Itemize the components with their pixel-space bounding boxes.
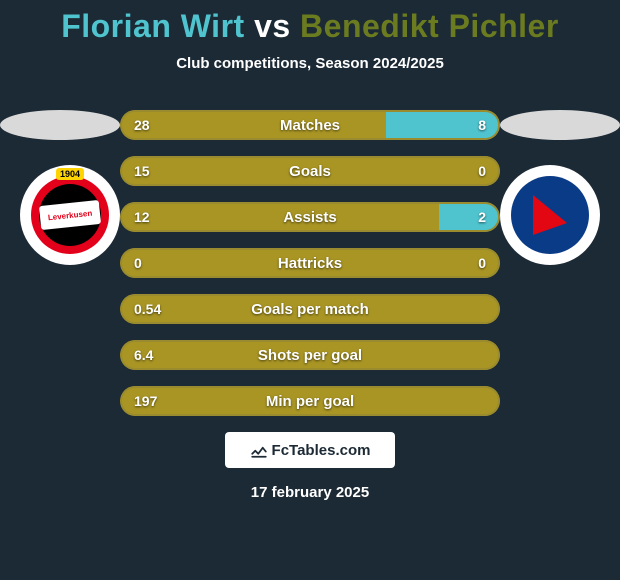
stat-label: Matches xyxy=(120,110,500,140)
sail-icon xyxy=(533,195,567,235)
club-left-name: Leverkusen xyxy=(39,200,101,230)
player1-name: Florian Wirt xyxy=(61,8,244,44)
player2-name: Benedikt Pichler xyxy=(300,8,559,44)
chart-icon xyxy=(250,441,268,459)
bars-container: 288Matches 150Goals 122Assists 00Hattricks 0… xyxy=(120,110,500,416)
stat-label: Goals xyxy=(120,156,500,186)
vs-text: vs xyxy=(254,8,291,44)
stat-label: Goals per match xyxy=(120,294,500,324)
stat-label: Hattricks xyxy=(120,248,500,278)
stat-row: 122Assists xyxy=(120,202,500,232)
comparison-chart: 1904 Leverkusen 288Matches 150Goals 122Ass… xyxy=(0,110,620,416)
club-left-year: 1904 xyxy=(56,168,84,180)
stat-label: Shots per goal xyxy=(120,340,500,370)
shadow-ellipse-left xyxy=(0,110,120,140)
date-text: 17 february 2025 xyxy=(0,484,620,501)
stat-row: 6.4Shots per goal xyxy=(120,340,500,370)
stat-row: 288Matches xyxy=(120,110,500,140)
page-title: Florian Wirt vs Benedikt Pichler xyxy=(0,0,620,45)
stat-row: 150Goals xyxy=(120,156,500,186)
branding-text: FcTables.com xyxy=(272,442,371,459)
club-crest-right xyxy=(500,165,600,265)
shadow-ellipse-right xyxy=(500,110,620,140)
stat-label: Assists xyxy=(120,202,500,232)
subtitle: Club competitions, Season 2024/2025 xyxy=(0,55,620,72)
club-crest-left: 1904 Leverkusen xyxy=(20,165,120,265)
stat-label: Min per goal xyxy=(120,386,500,416)
stat-row: 00Hattricks xyxy=(120,248,500,278)
branding-badge: FcTables.com xyxy=(225,432,395,468)
stat-row: 197Min per goal xyxy=(120,386,500,416)
stat-row: 0.54Goals per match xyxy=(120,294,500,324)
